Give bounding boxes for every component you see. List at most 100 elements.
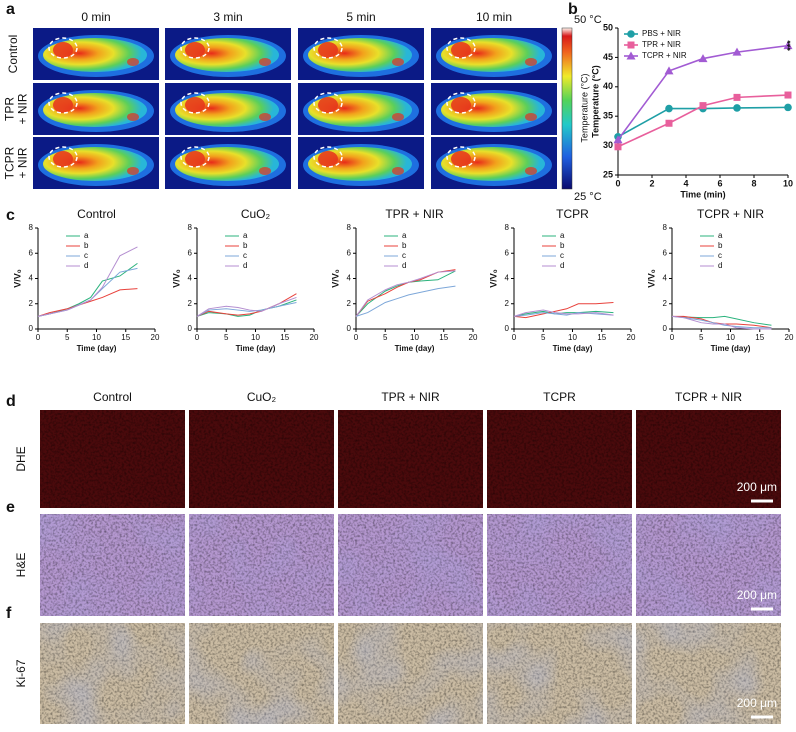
x-tick-label: 20	[627, 333, 636, 342]
legend-label: d	[718, 261, 722, 270]
x-axis-label: Time (day)	[236, 344, 276, 353]
y-tick-label: 6	[347, 248, 352, 257]
y-tick-label: 2	[29, 299, 34, 308]
thermal-image	[431, 83, 557, 135]
column-header: 3 min	[213, 10, 242, 24]
marker	[665, 119, 673, 127]
y-tick-label: 50	[603, 22, 613, 32]
x-tick-label: 5	[541, 333, 546, 342]
x-tick-label: 15	[439, 333, 448, 342]
y-axis-label: V/V₀	[171, 269, 181, 288]
annotation: ***	[785, 40, 795, 51]
thermal-image	[33, 83, 159, 135]
y-tick-label: 6	[29, 248, 34, 257]
row-label: H&E	[14, 553, 28, 578]
x-tick-label: 15	[597, 333, 606, 342]
column-header: 10 min	[476, 10, 512, 24]
column-header: TCPR	[543, 390, 576, 404]
row-label: Control	[6, 35, 20, 74]
stain-texture	[40, 410, 185, 508]
stain-region	[636, 623, 781, 724]
x-axis-label: Time (day)	[711, 344, 751, 353]
series-line	[671, 315, 772, 330]
y-tick-label: 0	[29, 324, 34, 333]
panel-letter: e	[6, 499, 15, 516]
stain-region	[189, 514, 334, 616]
marker	[732, 47, 742, 56]
marker	[783, 41, 793, 50]
marker	[784, 103, 792, 112]
thermal-image	[298, 28, 424, 80]
x-tick-label: 5	[65, 333, 70, 342]
y-tick-label: 8	[505, 223, 510, 232]
x-tick-label: 0	[615, 178, 620, 188]
y-tick-label: 8	[663, 223, 668, 232]
y-tick-label: 6	[663, 248, 668, 257]
y-axis-label: V/V₀	[330, 269, 340, 288]
thermal-image	[298, 83, 424, 135]
thermal-image	[431, 137, 557, 189]
legend-label: a	[243, 231, 248, 240]
x-tick-label: 10	[92, 333, 101, 342]
y-tick-label: 4	[29, 274, 34, 283]
legend-label: a	[718, 231, 723, 240]
legend-label: c	[402, 251, 406, 260]
y-axis-label: Temperature (°C)	[590, 65, 600, 137]
series-line	[513, 309, 614, 317]
marker	[665, 104, 673, 113]
legend-label: a	[560, 231, 565, 240]
colorbar	[561, 27, 573, 190]
panel-letter: b	[568, 1, 578, 18]
scale-bar-label: 200 μm	[737, 588, 777, 602]
panel-letter: a	[6, 1, 15, 18]
marker	[733, 104, 741, 112]
y-axis-label: V/V₀	[488, 269, 498, 288]
stain-texture	[189, 410, 334, 508]
y-tick-label: 2	[347, 299, 352, 308]
y-tick-label: 2	[505, 299, 510, 308]
x-tick-label: 10	[568, 333, 577, 342]
x-tick-label: 10	[410, 333, 419, 342]
y-axis-label: V/V₀	[646, 269, 656, 288]
stain-region	[487, 623, 632, 724]
legend-label: c	[718, 251, 722, 260]
colorbar-title: Temperature (°C)	[579, 73, 589, 142]
y-tick-label: 4	[505, 274, 510, 283]
x-tick-label: 5	[699, 333, 704, 342]
stain-region	[40, 514, 185, 616]
x-tick-label: 15	[755, 333, 764, 342]
y-tick-label: 6	[505, 248, 510, 257]
x-tick-label: 0	[354, 333, 359, 342]
y-tick-label: 0	[347, 324, 352, 333]
thermal-image	[298, 137, 424, 189]
panel-letter: f	[6, 605, 12, 622]
row-label: + NIR	[16, 93, 30, 124]
scale-bar-label: 200 μm	[737, 696, 777, 710]
y-tick-label: 2	[663, 299, 668, 308]
y-tick-label: 40	[603, 81, 613, 91]
legend-label: c	[243, 251, 247, 260]
legend-label: d	[560, 261, 564, 270]
x-tick-label: 20	[785, 333, 794, 342]
y-tick-label: 45	[603, 52, 613, 62]
row-label: TCPR	[3, 146, 17, 179]
y-tick-label: 25	[603, 169, 613, 179]
x-axis-label: Time (min)	[680, 189, 725, 199]
chart-title: CuO₂	[241, 207, 271, 221]
marker	[699, 102, 707, 110]
thermal-image	[165, 28, 291, 80]
legend-label: a	[84, 231, 89, 240]
stain-region	[636, 514, 781, 616]
series-line	[196, 296, 297, 317]
x-tick-label: 20	[151, 333, 160, 342]
y-tick-label: 4	[188, 274, 193, 283]
legend-label: a	[402, 231, 407, 240]
x-tick-label: 10	[726, 333, 735, 342]
x-tick-label: 10	[251, 333, 260, 342]
marker	[784, 91, 792, 99]
series-line	[513, 312, 614, 317]
stain-region	[40, 623, 185, 724]
series-line	[196, 301, 297, 317]
